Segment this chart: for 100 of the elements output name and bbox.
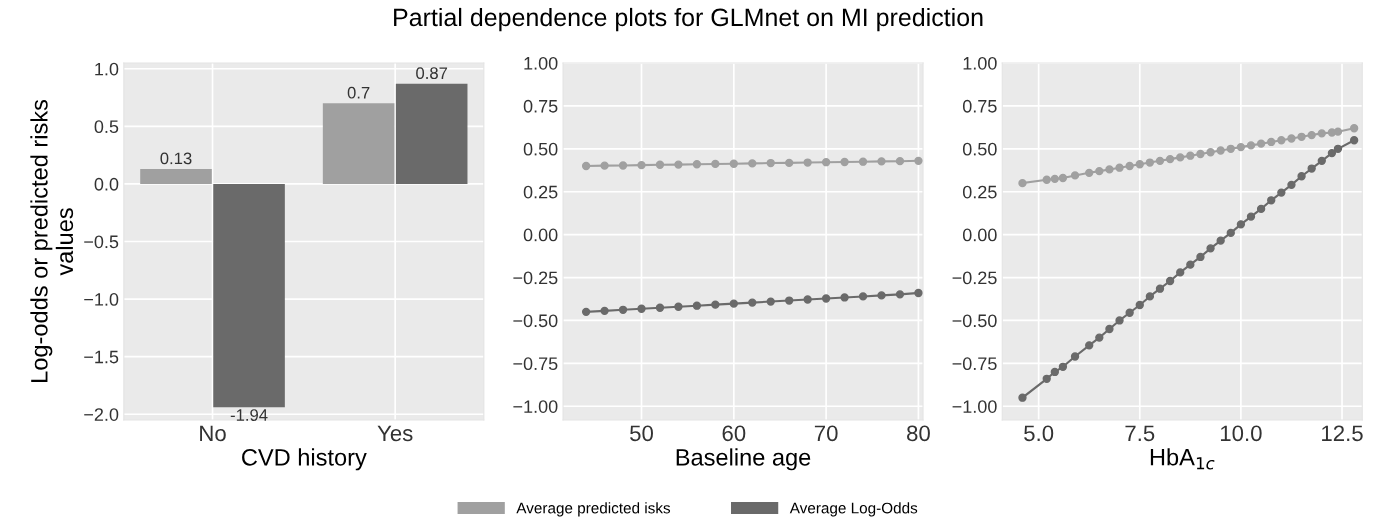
- point: [1070, 171, 1080, 180]
- point: [1105, 324, 1114, 334]
- point: [914, 288, 923, 298]
- point: [1349, 136, 1359, 145]
- point: [1277, 136, 1286, 145]
- y-tick-label: −1.00: [952, 400, 997, 413]
- x-tick-label: 50: [630, 425, 653, 442]
- point: [1176, 268, 1185, 277]
- point: [1145, 158, 1155, 167]
- x-tick-label: 5.0: [1024, 425, 1054, 442]
- point: [1018, 393, 1027, 402]
- point: [877, 157, 886, 166]
- y-tick-label: −2.0: [84, 408, 119, 421]
- point: [1206, 148, 1215, 157]
- point: [1070, 352, 1080, 361]
- point: [1327, 148, 1337, 158]
- point: [1216, 236, 1225, 245]
- y-tick-label: 1.00: [524, 56, 558, 70]
- bar: [213, 183, 285, 408]
- y-tick-label: 0.25: [962, 185, 997, 199]
- point: [1287, 180, 1296, 190]
- point: [858, 157, 868, 166]
- point: [729, 159, 738, 168]
- y-tick-label: 0.50: [523, 142, 558, 156]
- point: [803, 295, 812, 304]
- point: [1267, 196, 1276, 205]
- point: [1226, 228, 1235, 238]
- bar: [140, 168, 212, 184]
- point: [766, 297, 775, 306]
- point: [1095, 166, 1104, 176]
- point: [1145, 292, 1155, 301]
- data-label: -1.94: [230, 409, 268, 421]
- point: [581, 161, 591, 171]
- point: [1125, 308, 1134, 317]
- point: [821, 158, 831, 167]
- point: [748, 298, 757, 307]
- point: [914, 156, 923, 165]
- point: [1277, 188, 1286, 197]
- bar: [395, 83, 468, 184]
- y-tick-label: −0.75: [952, 357, 997, 371]
- point: [877, 291, 886, 300]
- point: [1297, 132, 1306, 141]
- point: [1246, 212, 1256, 221]
- point: [600, 161, 609, 170]
- y-tick-label: 1.00: [963, 56, 997, 70]
- x-tick-label: 80: [907, 425, 930, 442]
- chart-title: Partial dependence plots for GLMnet on MI prediction: [394, 7, 983, 32]
- point: [803, 158, 812, 167]
- y-tick-label: −0.5: [84, 235, 119, 249]
- point: [766, 158, 775, 168]
- y-tick-label: 0.00: [523, 228, 558, 242]
- point: [674, 160, 683, 169]
- point: [1333, 144, 1343, 153]
- point: [1256, 204, 1266, 214]
- point: [1058, 173, 1068, 183]
- point: [692, 301, 702, 310]
- data-label: 0.13: [160, 152, 192, 165]
- point: [1050, 367, 1059, 377]
- x-axis-title: HbA$_{1c}$: [1150, 448, 1215, 470]
- point: [711, 300, 720, 309]
- point: [1317, 156, 1326, 165]
- point: [1317, 129, 1326, 138]
- point: [1155, 284, 1165, 293]
- point: [1196, 149, 1205, 159]
- point: [1058, 362, 1068, 371]
- y-tick-label: −1.0: [84, 293, 119, 306]
- data-label: 0.7: [347, 86, 370, 99]
- y-tick-label: −0.75: [513, 357, 558, 371]
- x-tick-label: 70: [814, 425, 838, 442]
- point: [1186, 260, 1195, 269]
- legend-label: Average Log-Odds: [789, 502, 918, 517]
- point: [1186, 151, 1195, 160]
- point: [1050, 174, 1059, 184]
- data-label: 0.87: [416, 67, 448, 80]
- point: [674, 302, 683, 311]
- point: [1297, 172, 1306, 181]
- y-tick-label: −0.50: [513, 314, 558, 328]
- point: [1135, 300, 1144, 310]
- point: [785, 158, 794, 168]
- point: [1095, 333, 1104, 342]
- y-axis-title: Log-odds or predicted risks values: [30, 99, 74, 382]
- point: [581, 307, 591, 317]
- point: [1267, 137, 1276, 147]
- point: [1307, 164, 1316, 173]
- point: [1135, 160, 1144, 169]
- x-tick-label: 7.5: [1125, 425, 1155, 442]
- point: [840, 157, 849, 167]
- point: [600, 306, 609, 316]
- y-tick-label: 0.25: [523, 185, 558, 199]
- x-tick-label: 12.5: [1322, 425, 1363, 442]
- point: [1042, 374, 1051, 383]
- point: [1155, 156, 1165, 165]
- point: [1165, 154, 1175, 164]
- point: [1176, 153, 1185, 162]
- x-tick-label: No: [200, 425, 226, 442]
- legend-label: Average predicted isks: [516, 502, 671, 517]
- point: [1216, 146, 1225, 155]
- point: [785, 296, 794, 305]
- point: [821, 294, 831, 303]
- point: [895, 157, 905, 166]
